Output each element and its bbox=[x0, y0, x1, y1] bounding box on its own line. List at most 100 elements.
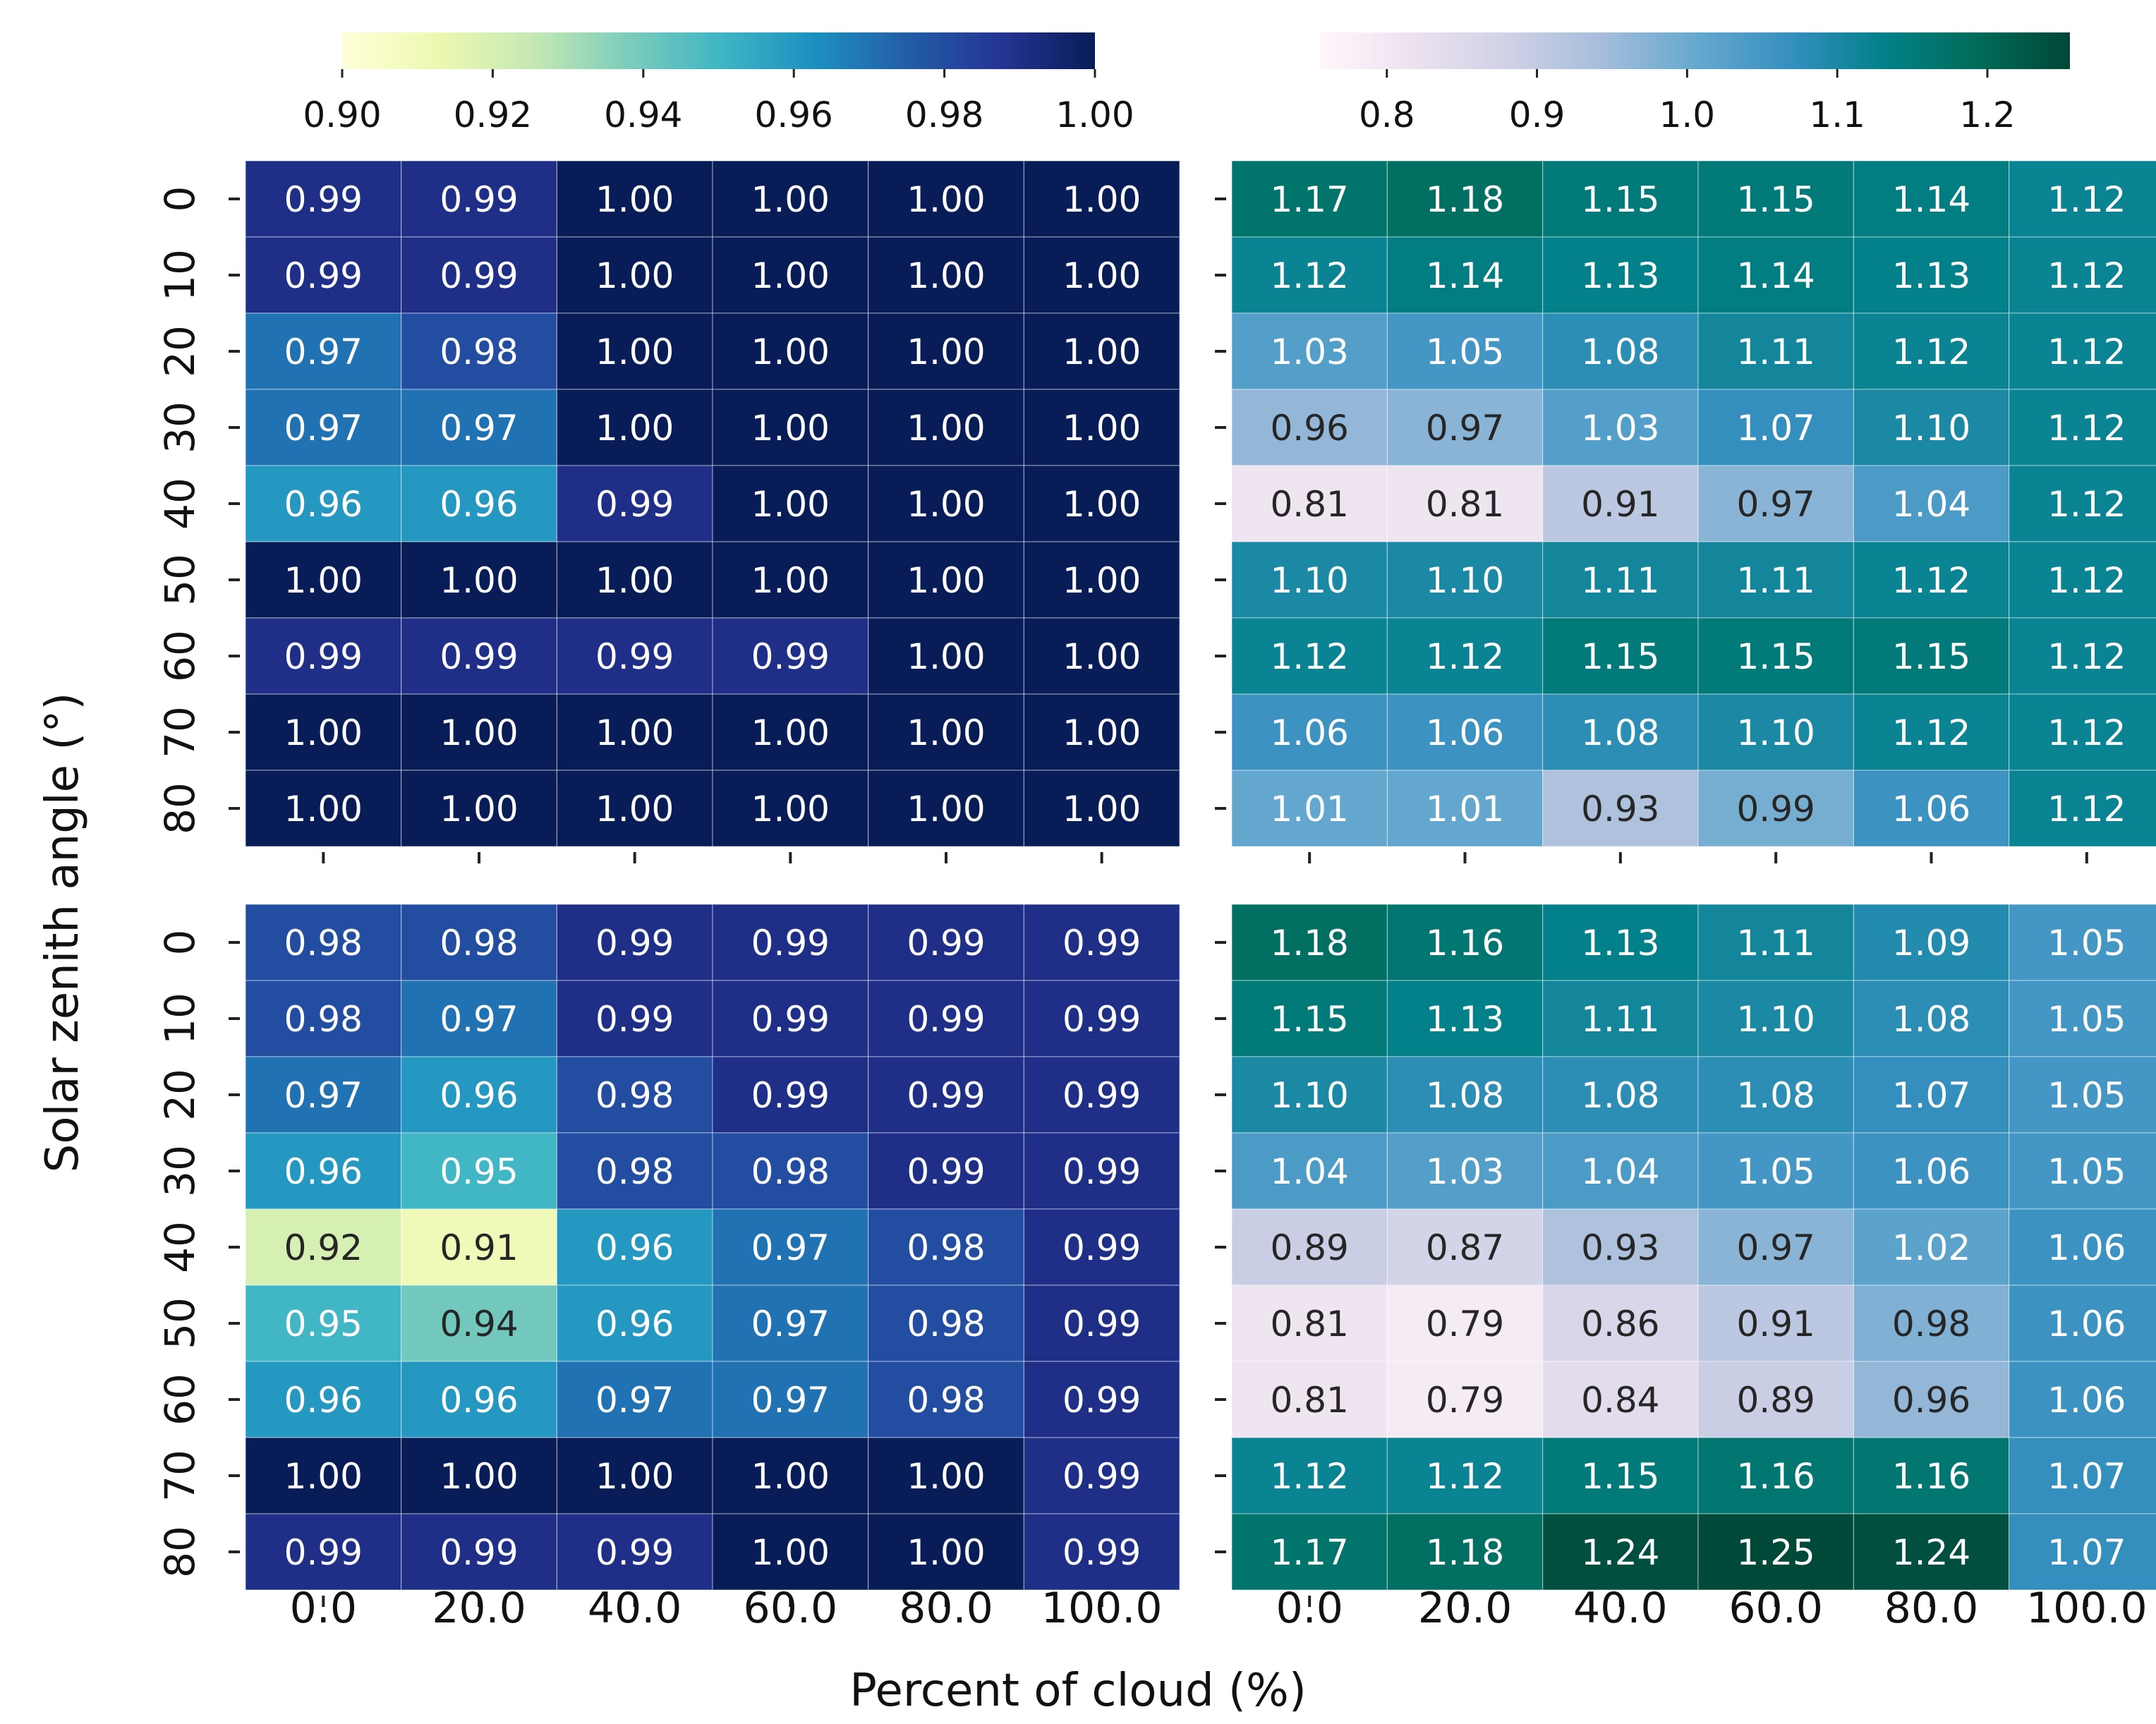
cell-value-label: 0.97 bbox=[751, 1304, 830, 1344]
cell-value-label: 1.03 bbox=[1581, 408, 1659, 449]
cell-value-label: 1.10 bbox=[1271, 560, 1349, 601]
cell-value-label: 1.00 bbox=[751, 560, 830, 601]
cell-value-label: 0.84 bbox=[1581, 1380, 1659, 1421]
heatmap-cell bbox=[1023, 617, 1180, 695]
cell-value-label: 1.00 bbox=[1062, 255, 1141, 296]
cell-value-label: 1.10 bbox=[1737, 999, 1815, 1040]
cell-value-label: 1.13 bbox=[1581, 923, 1659, 964]
cell-value-label: 0.98 bbox=[751, 1151, 830, 1192]
heatmap-cell bbox=[1853, 770, 2010, 847]
x-tick-label: 40.0 bbox=[1573, 1584, 1668, 1633]
cell-value-label: 1.15 bbox=[1581, 1456, 1659, 1497]
heatmap-cell bbox=[868, 236, 1024, 314]
heatmap-cell bbox=[2009, 770, 2156, 847]
heatmap-cell bbox=[1542, 465, 1699, 542]
heatmap-cell bbox=[868, 465, 1024, 542]
cell-value-label: 0.96 bbox=[284, 1151, 363, 1192]
heatmap-cell bbox=[1853, 1513, 2010, 1591]
cell-value-label: 0.97 bbox=[751, 1380, 830, 1421]
heatmap-cell bbox=[401, 770, 557, 847]
cell-value-label: 1.00 bbox=[1062, 560, 1141, 601]
heatmap-cell bbox=[556, 693, 713, 771]
heatmap-cell bbox=[1542, 160, 1699, 238]
cell-value-label: 1.05 bbox=[2047, 923, 2126, 964]
cell-value-label: 0.97 bbox=[284, 408, 363, 449]
y-tick-label: 70 bbox=[156, 1450, 204, 1502]
y-tick-label: 40 bbox=[156, 1221, 204, 1273]
x-tick-label: 80.0 bbox=[899, 1584, 993, 1633]
y-tick-label: 20 bbox=[156, 325, 204, 377]
heatmap-cell bbox=[1542, 312, 1699, 390]
y-tick-label: 60 bbox=[156, 630, 204, 682]
heatmap-cell bbox=[1542, 1285, 1699, 1362]
heatmap-cell bbox=[1697, 1285, 1854, 1362]
heatmap-cell bbox=[1023, 980, 1180, 1057]
cell-value-label: 1.00 bbox=[907, 179, 985, 220]
cell-value-label: 1.12 bbox=[1271, 636, 1349, 677]
heatmap-cell bbox=[712, 160, 869, 238]
cell-value-label: 1.18 bbox=[1271, 923, 1349, 964]
x-tick-label: 20.0 bbox=[1418, 1584, 1513, 1633]
heatmap-cell bbox=[1697, 312, 1854, 390]
y-tick-label: 20 bbox=[156, 1069, 204, 1121]
heatmap-cell bbox=[1853, 1285, 2010, 1362]
heatmap-cell bbox=[1697, 389, 1854, 466]
cell-value-label: 1.00 bbox=[751, 484, 830, 525]
cell-value-label: 0.97 bbox=[1426, 408, 1504, 449]
heatmap-cell bbox=[1542, 1208, 1699, 1286]
cell-value-label: 1.15 bbox=[1892, 636, 1970, 677]
heatmap-cell bbox=[1386, 465, 1544, 542]
cell-value-label: 1.12 bbox=[1271, 1456, 1349, 1497]
colorbar-1-tick-label: 0.92 bbox=[454, 95, 532, 135]
heatmap-cell bbox=[245, 770, 402, 847]
heatmap-panel-top-right: 1.17 1.18 1.15 1.15 1.14 1.12 1.12 1.14 1.13 1.14… bbox=[1231, 160, 2156, 847]
cell-value-label: 1.10 bbox=[1271, 1075, 1349, 1116]
cell-value-label: 0.99 bbox=[284, 255, 363, 296]
heatmap-cell bbox=[245, 1208, 402, 1286]
cell-value-label: 0.98 bbox=[595, 1075, 674, 1116]
heatmap-cell bbox=[401, 1513, 557, 1591]
colorbar-1 bbox=[342, 32, 1095, 69]
heatmap-cell bbox=[245, 236, 402, 314]
x-tick-label: 100.0 bbox=[2026, 1584, 2148, 1633]
heatmap-cell bbox=[1853, 693, 2010, 771]
heatmap-cell bbox=[1023, 904, 1180, 981]
heatmap-cell bbox=[556, 1208, 713, 1286]
y-tick-label: 50 bbox=[156, 554, 204, 606]
cell-value-label: 1.00 bbox=[1062, 789, 1141, 830]
heatmap-cell bbox=[1542, 904, 1699, 981]
heatmap-cell bbox=[868, 312, 1024, 390]
heatmap-cell bbox=[1023, 389, 1180, 466]
heatmap-cell bbox=[556, 617, 713, 695]
heatmap-cell bbox=[868, 160, 1024, 238]
heatmap-cell bbox=[1023, 1132, 1180, 1210]
x-tick-label: 0.0 bbox=[1276, 1584, 1343, 1633]
cell-value-label: 1.11 bbox=[1581, 999, 1659, 1040]
heatmap-cell bbox=[712, 1513, 869, 1591]
cell-value-label: 1.15 bbox=[1271, 999, 1349, 1040]
heatmap-cell bbox=[556, 160, 713, 238]
heatmap-cell bbox=[868, 617, 1024, 695]
cell-value-label: 0.99 bbox=[440, 636, 518, 677]
cell-value-label: 1.00 bbox=[440, 560, 518, 601]
heatmap-cell bbox=[712, 770, 869, 847]
x-tick-label: 40.0 bbox=[588, 1584, 682, 1633]
cell-value-label: 1.00 bbox=[440, 789, 518, 830]
heatmap-cell bbox=[1231, 1437, 1388, 1514]
heatmap-cell bbox=[1697, 1361, 1854, 1438]
heatmap-cell bbox=[1023, 541, 1180, 619]
cell-value-label: 0.99 bbox=[751, 636, 830, 677]
cell-value-label: 1.08 bbox=[1892, 999, 1970, 1040]
heatmap-cell bbox=[1231, 617, 1388, 695]
cell-value-label: 1.12 bbox=[2047, 789, 2126, 830]
x-axis-label: Percent of cloud (%) bbox=[849, 1665, 1307, 1717]
cell-value-label: 0.99 bbox=[284, 636, 363, 677]
heatmap-panels: 0.99 0.99 1.00 1.00 1.00 1.00 0.99 0.99 1.00 1.00… bbox=[245, 160, 2156, 1591]
cell-value-label: 1.12 bbox=[2047, 712, 2126, 753]
heatmap-cell bbox=[868, 541, 1024, 619]
cell-value-label: 0.99 bbox=[1737, 789, 1815, 830]
heatmap-cell bbox=[245, 312, 402, 390]
cell-value-label: 0.81 bbox=[1271, 1380, 1349, 1421]
cell-value-label: 0.97 bbox=[440, 408, 518, 449]
heatmap-cell bbox=[556, 465, 713, 542]
